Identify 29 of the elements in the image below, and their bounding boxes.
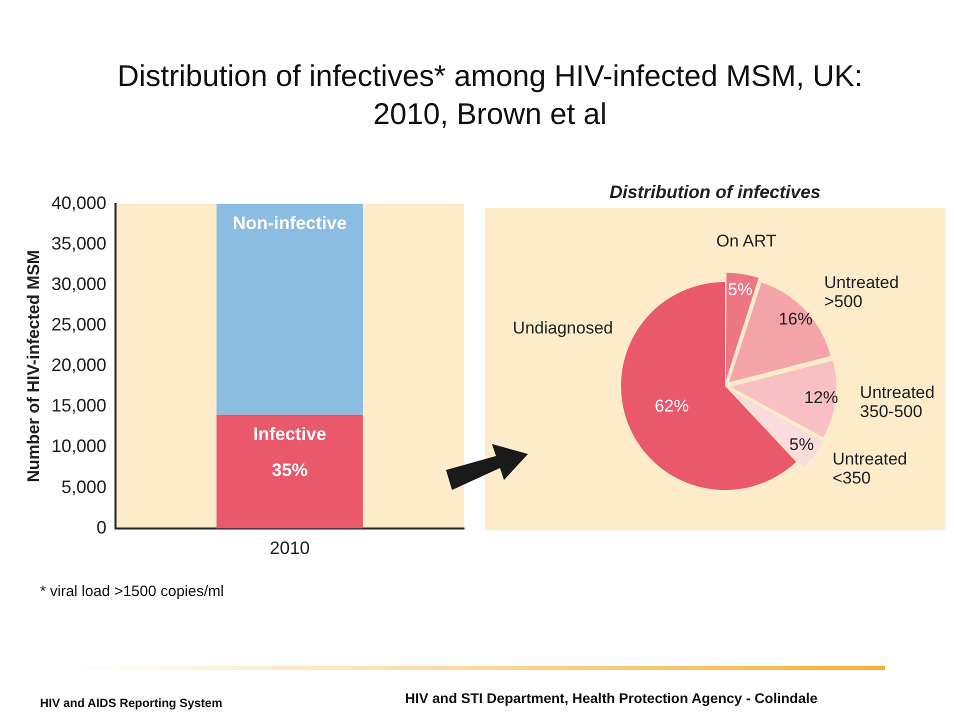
chart-title: Distribution of infectives: [608, 182, 822, 204]
data-label: 5%: [728, 280, 752, 299]
slice-label: Untreated <350: [832, 450, 908, 488]
y-tick-label: 5,000: [61, 476, 106, 497]
series-label: Infective: [253, 424, 326, 444]
data-label: 5%: [789, 435, 814, 454]
y-tick-label: 0: [96, 517, 106, 538]
slice-label: On ART: [716, 231, 776, 250]
y-tick-label: 15,000: [51, 396, 106, 416]
slice-label: Untreated 350-500: [860, 383, 935, 422]
x-tick-label: 2010: [270, 538, 310, 558]
y-tick-label: 20,000: [51, 355, 106, 376]
y-tick-label: 25,000: [51, 314, 106, 334]
text: Distribution of infectives* among HIV-infected MSM, UK: 2010, Brown et al: [116, 59, 864, 133]
slice-label: Undiagnosed: [512, 318, 613, 338]
text: * viral load >1500 copies/ml: [40, 583, 224, 600]
series-label: Non-infective: [232, 212, 347, 233]
annotation: 35%: [272, 460, 308, 480]
y-axis-title: Number of HIV-infected MSM: [24, 250, 43, 482]
y-tick-label: 35,000: [51, 233, 106, 254]
data-label: 62%: [654, 396, 689, 416]
y-tick-label: 30,000: [51, 274, 106, 294]
data-label: 12%: [804, 388, 838, 407]
text: HIV and STI Department, Health Protection Agency - Colindale: [405, 690, 818, 706]
y-tick-label: 10,000: [51, 436, 106, 456]
y-tick-label: 40,000: [51, 192, 106, 213]
text: HIV and AIDS Reporting System: [40, 696, 222, 710]
slice-label: Untreated >500: [824, 273, 899, 312]
data-label: 16%: [778, 309, 813, 328]
